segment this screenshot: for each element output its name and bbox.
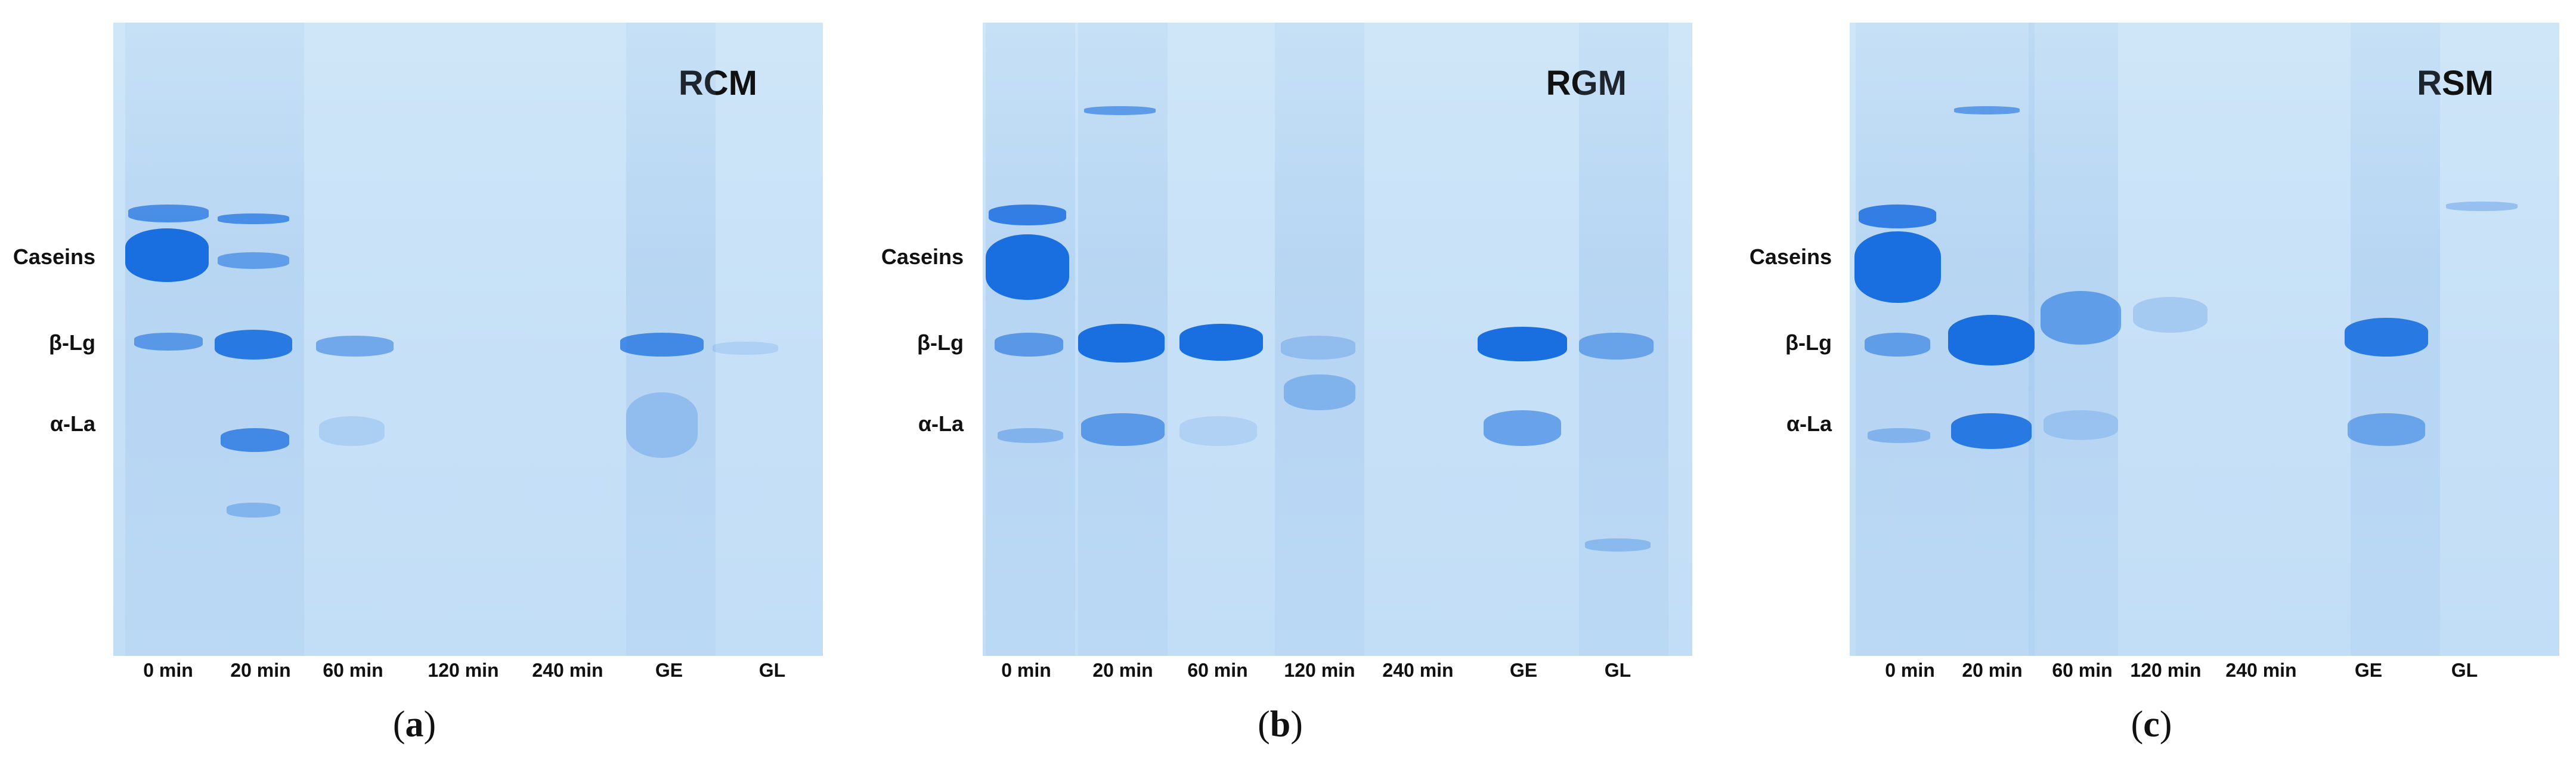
- band-beta-lg-20min: [215, 330, 292, 360]
- panel-caption: (b): [1258, 704, 1303, 745]
- lane-label-0min: 0 min: [1001, 659, 1051, 681]
- band-caseins-0min-main: [1854, 231, 1941, 303]
- marker-alpha-la: α-La: [918, 411, 964, 436]
- gel-label: RGM: [1546, 63, 1627, 103]
- lane-label-20min: 20 min: [1962, 659, 2023, 681]
- band-beta-lg-ge: [620, 333, 704, 357]
- panel-caption: (a): [392, 704, 436, 745]
- band-beta-lg-60min: [1179, 324, 1263, 361]
- panel-c: Caseins β-Lg α-La RSM 0 min 20 min 60 mi…: [1717, 0, 2576, 765]
- band-alpha-la-0min: [1868, 428, 1930, 443]
- band-beta-lg-gl: [1579, 333, 1654, 360]
- band-alpha-la-ge: [626, 392, 698, 458]
- band-alpha-la-20min: [1081, 413, 1165, 446]
- gel-image: RCM: [113, 23, 823, 656]
- band-lower-gl: [1585, 538, 1651, 552]
- lane-label-gl: GL: [1604, 659, 1631, 681]
- band-beta-lg-0min: [134, 333, 203, 351]
- marker-alpha-la: α-La: [1786, 411, 1832, 436]
- lane-label-240min: 240 min: [2225, 659, 2297, 681]
- band-alpha-la-60min: [1179, 416, 1257, 446]
- lane-label-60min: 60 min: [1187, 659, 1248, 681]
- marker-caseins: Caseins: [1749, 244, 1832, 269]
- band-beta-lg-120min: [1281, 336, 1355, 360]
- band-caseins-0min-main: [986, 234, 1069, 300]
- lane-label-60min: 60 min: [2052, 659, 2113, 681]
- band-alpha-la-20min: [221, 428, 289, 452]
- lane-label-240min: 240 min: [1382, 659, 1454, 681]
- lane-label-gl: GL: [758, 659, 786, 681]
- band-caseins-0min: [989, 205, 1066, 225]
- band-alpha-la-ge: [1484, 410, 1561, 446]
- band-beta-lg-0min: [995, 333, 1063, 357]
- panel-caption: (c): [2131, 704, 2172, 745]
- gel-label: RCM: [678, 64, 757, 103]
- band-top-gl: [2446, 202, 2518, 211]
- gel-label: RSM: [2417, 64, 2494, 103]
- lane-label-0min: 0 min: [1885, 659, 1935, 681]
- band-caseins-0min: [1859, 205, 1936, 228]
- lane-label-gl: GL: [2451, 659, 2478, 681]
- marker-caseins: Caseins: [13, 244, 95, 269]
- band-alpha-la-ge: [2348, 413, 2425, 446]
- band-beta-lg-ge: [1478, 327, 1567, 361]
- band-beta-lg-20min: [1078, 324, 1165, 363]
- lane-label-ge: GE: [655, 659, 683, 681]
- band-beta-lg-60min: [2041, 291, 2121, 345]
- marker-beta-lg: β-Lg: [917, 330, 964, 355]
- band-caseins-20min: [218, 213, 289, 224]
- marker-alpha-la: α-La: [49, 411, 95, 436]
- band-beta-lg-120min: [2133, 297, 2207, 333]
- caption-letter: a: [405, 704, 424, 745]
- band-caseins-0min-main: [125, 228, 209, 282]
- marker-beta-lg: β-Lg: [1785, 330, 1832, 355]
- lane-smear: [1275, 23, 1364, 656]
- band-beta-lg-ge: [2345, 318, 2428, 357]
- panel-b: Caseins β-Lg α-La RGM 0 min 20 min 60 mi…: [859, 0, 1717, 765]
- lane-label-20min: 20 min: [1092, 659, 1153, 681]
- band-alpha-la-60min: [319, 416, 385, 446]
- marker-caseins: Caseins: [881, 244, 964, 269]
- lane-label-60min: 60 min: [323, 659, 383, 681]
- band-beta-lg-gl: [713, 342, 778, 355]
- band-caseins-20min-2: [218, 252, 289, 269]
- lane-label-120min: 120 min: [428, 659, 499, 681]
- band-alpha-la-60min: [2044, 410, 2118, 440]
- lane-label-ge: GE: [1509, 659, 1538, 681]
- lane-label-240min: 240 min: [532, 659, 603, 681]
- band-beta-lg-60min: [316, 336, 394, 357]
- band-top-20min: [1084, 106, 1156, 115]
- gel-image: RGM: [983, 23, 1692, 656]
- band-beta-lg-20min: [1948, 315, 2035, 366]
- lane-label-120min: 120 min: [1284, 659, 1355, 681]
- marker-beta-lg: β-Lg: [49, 330, 95, 355]
- band-caseins-0min: [128, 205, 209, 222]
- band-alpha-la-120min: [1284, 374, 1355, 410]
- band-top-20min: [1954, 106, 2020, 114]
- lane-label-ge: GE: [2354, 659, 2383, 681]
- caption-letter: b: [1270, 704, 1291, 745]
- caption-letter: c: [2143, 704, 2160, 745]
- gel-image: RSM: [1850, 23, 2559, 656]
- panel-a: Caseins β-Lg α-La RCM 0 min 20 min 60 mi…: [0, 0, 859, 765]
- lane-label-20min: 20 min: [230, 659, 291, 681]
- lane-label-120min: 120 min: [2130, 659, 2202, 681]
- band-lower-20min: [227, 503, 280, 518]
- band-beta-lg-0min: [1865, 333, 1930, 357]
- lane-label-0min: 0 min: [143, 659, 193, 681]
- band-alpha-la-20min: [1951, 413, 2032, 449]
- band-alpha-la-0min: [998, 428, 1063, 443]
